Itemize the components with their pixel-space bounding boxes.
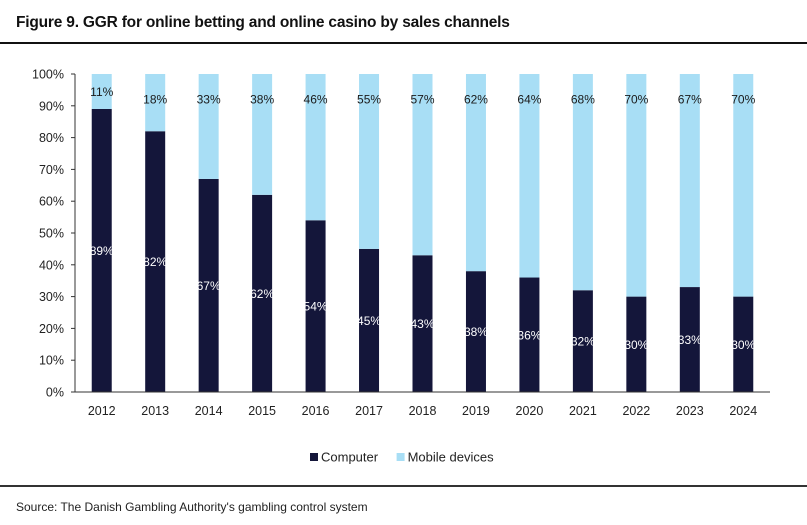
bar-mobile-devices-2017	[359, 74, 380, 249]
bar-mobile-devices-2023	[679, 74, 700, 288]
data-label-mobile-devices-2019: 62%	[464, 93, 488, 107]
data-label-computer-2021: 32%	[571, 335, 595, 349]
data-label-computer-2018: 43%	[410, 317, 434, 331]
x-tick-label: 2022	[622, 404, 650, 418]
bar-computer-2015	[252, 194, 273, 392]
x-tick-label: 2023	[676, 404, 704, 418]
data-label-computer-2023: 33%	[678, 333, 702, 347]
data-label-mobile-devices-2023: 67%	[678, 93, 702, 107]
bar-computer-2016	[305, 220, 326, 392]
bar-mobile-devices-2018	[412, 74, 433, 256]
bar-computer-2022	[626, 296, 647, 392]
y-tick-label: 30%	[39, 290, 64, 304]
bar-mobile-devices-2016	[305, 74, 326, 221]
y-tick-label: 80%	[39, 131, 64, 145]
data-label-mobile-devices-2024: 70%	[731, 93, 755, 107]
data-label-mobile-devices-2015: 38%	[250, 93, 274, 107]
bar-mobile-devices-2022	[626, 74, 647, 297]
data-label-mobile-devices-2013: 18%	[143, 93, 167, 107]
x-tick-label: 2019	[462, 404, 490, 418]
data-label-mobile-devices-2017: 55%	[357, 93, 381, 107]
bar-computer-2021	[572, 290, 593, 392]
y-tick-label: 0%	[46, 386, 64, 400]
x-tick-label: 2014	[195, 404, 223, 418]
bar-computer-2013	[145, 131, 166, 393]
data-label-mobile-devices-2014: 33%	[197, 93, 221, 107]
y-tick-label: 100%	[32, 68, 64, 82]
bar-computer-2017	[359, 248, 380, 392]
x-tick-label: 2024	[729, 404, 757, 418]
bar-mobile-devices-2024	[733, 74, 754, 297]
x-tick-label: 2021	[569, 404, 597, 418]
bar-mobile-devices-2015	[252, 74, 273, 195]
x-tick-label: 2015	[248, 404, 276, 418]
data-label-mobile-devices-2020: 64%	[517, 93, 541, 107]
bar-computer-2024	[733, 296, 754, 392]
y-tick-label: 70%	[39, 163, 64, 177]
y-tick-label: 40%	[39, 258, 64, 272]
data-label-computer-2024: 30%	[731, 338, 755, 352]
bar-mobile-devices-2014	[198, 74, 219, 179]
x-axis: 2012 2013 2014 2015 2016 2017 2018 2019 2020 2021…	[75, 391, 770, 418]
bar-computer-2018	[412, 255, 433, 392]
data-label-computer-2020: 36%	[517, 328, 541, 342]
data-label-computer-2014: 67%	[197, 279, 221, 293]
x-tick-label: 2017	[355, 404, 383, 418]
data-label-mobile-devices-2016: 46%	[304, 93, 328, 107]
bar-computer-2014	[198, 178, 219, 392]
x-tick-label: 2012	[88, 404, 116, 418]
legend-label: Computer	[321, 450, 379, 465]
data-label-computer-2017: 45%	[357, 314, 381, 328]
y-tick-label: 90%	[39, 99, 64, 113]
legend-label: Mobile devices	[408, 450, 494, 465]
data-label-computer-2019: 38%	[464, 325, 488, 339]
bars: 89% 11% 82% 18% 67% 33% 62% 38% 54% 46% 45% 55% 43% 5…	[90, 74, 756, 393]
legend-swatch	[396, 453, 405, 461]
bar-mobile-devices-2013	[145, 74, 166, 132]
legend-swatch	[310, 453, 318, 461]
data-label-mobile-devices-2012: 11%	[90, 85, 113, 99]
x-tick-label: 2018	[409, 404, 437, 418]
bar-computer-2020	[519, 277, 540, 392]
figure-title: Figure 9. GGR for online betting and onl…	[16, 14, 510, 31]
data-label-computer-2012: 89%	[90, 244, 114, 258]
legend: Computer Mobile devices	[310, 450, 494, 465]
bar-computer-2023	[679, 287, 700, 392]
data-label-computer-2022: 30%	[624, 338, 648, 352]
bar-mobile-devices-2021	[572, 74, 593, 291]
data-label-computer-2015: 62%	[250, 287, 274, 301]
data-label-mobile-devices-2022: 70%	[624, 93, 648, 107]
y-tick-label: 10%	[39, 354, 64, 368]
data-label-computer-2016: 54%	[304, 300, 328, 314]
y-tick-label: 20%	[39, 322, 64, 336]
data-label-mobile-devices-2018: 57%	[410, 93, 434, 107]
data-label-computer-2013: 82%	[143, 255, 167, 269]
bar-mobile-devices-2019	[465, 74, 486, 272]
y-tick-label: 50%	[39, 227, 64, 241]
y-tick-label: 60%	[39, 195, 64, 209]
bar-mobile-devices-2020	[519, 74, 540, 278]
data-label-mobile-devices-2021: 68%	[571, 93, 595, 107]
bar-mobile-devices-2012	[91, 74, 112, 109]
bar-computer-2019	[465, 271, 486, 392]
source-rule	[0, 485, 807, 487]
source-note: Source: The Danish Gambling Authority's …	[16, 500, 368, 514]
y-axis: 0% 10% 20% 30% 40% 50% 60% 70% 80% 90% 100%	[32, 68, 76, 400]
x-tick-label: 2016	[302, 404, 330, 418]
x-tick-label: 2013	[141, 404, 169, 418]
bar-computer-2012	[91, 108, 112, 392]
x-tick-label: 2020	[516, 404, 544, 418]
title-rule	[0, 42, 807, 44]
